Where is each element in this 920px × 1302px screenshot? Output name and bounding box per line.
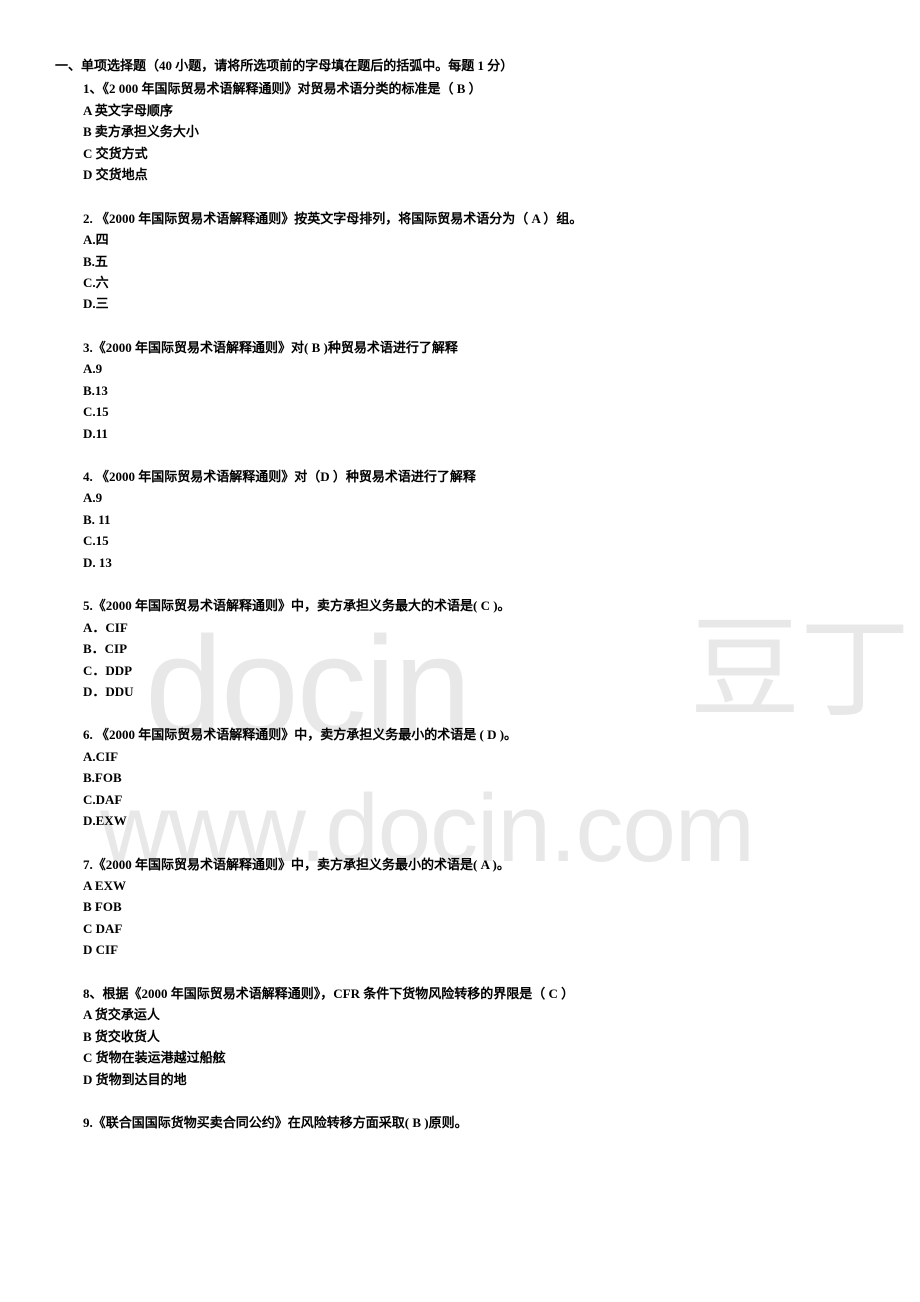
option-b: B.13: [83, 380, 865, 401]
option-c: C 交货方式: [83, 143, 865, 164]
document-content: 一、单项选择题（40 小题，请将所选项前的字母填在题后的括弧中。每题 1 分） …: [55, 55, 865, 1133]
question-text: 8、根据《2000 年国际贸易术语解释通则》，CFR 条件下货物风险转移的界限是…: [83, 983, 865, 1004]
question-text: 5.《2000 年国际贸易术语解释通则》中，卖方承担义务最大的术语是( C )。: [83, 595, 865, 616]
option-d: D.三: [83, 293, 865, 314]
option-a: A 英文字母顺序: [83, 100, 865, 121]
question-4: 4. 《2000 年国际贸易术语解释通则》对（D ）种贸易术语进行了解释 A.9…: [55, 466, 865, 573]
option-b: B.FOB: [83, 767, 865, 788]
section-header: 一、单项选择题（40 小题，请将所选项前的字母填在题后的括弧中。每题 1 分）: [55, 55, 865, 76]
question-6: 6. 《2000 年国际贸易术语解释通则》中，卖方承担义务最小的术语是 ( D …: [55, 724, 865, 831]
option-a: A.CIF: [83, 746, 865, 767]
question-text: 6. 《2000 年国际贸易术语解释通则》中，卖方承担义务最小的术语是 ( D …: [83, 724, 865, 745]
option-c: C.六: [83, 272, 865, 293]
option-b: B 货交收货人: [83, 1026, 865, 1047]
question-text: 4. 《2000 年国际贸易术语解释通则》对（D ）种贸易术语进行了解释: [83, 466, 865, 487]
question-3: 3.《2000 年国际贸易术语解释通则》对( B )种贸易术语进行了解释 A.9…: [55, 337, 865, 444]
option-c: C 货物在装运港越过船舷: [83, 1047, 865, 1068]
option-a: A.四: [83, 229, 865, 250]
option-d: D.EXW: [83, 810, 865, 831]
question-text: 7.《2000 年国际贸易术语解释通则》中，卖方承担义务最小的术语是( A )。: [83, 854, 865, 875]
question-7: 7.《2000 年国际贸易术语解释通则》中，卖方承担义务最小的术语是( A )。…: [55, 854, 865, 961]
option-d: D. 13: [83, 552, 865, 573]
option-d: D.11: [83, 423, 865, 444]
option-d: D 交货地点: [83, 164, 865, 185]
question-8: 8、根据《2000 年国际贸易术语解释通则》，CFR 条件下货物风险转移的界限是…: [55, 983, 865, 1090]
question-text: 3.《2000 年国际贸易术语解释通则》对( B )种贸易术语进行了解释: [83, 337, 865, 358]
question-2: 2. 《2000 年国际贸易术语解释通则》按英文字母排列，将国际贸易术语分为（ …: [55, 208, 865, 315]
option-c: C.15: [83, 401, 865, 422]
option-a: A EXW: [83, 875, 865, 896]
option-a: A.9: [83, 487, 865, 508]
question-5: 5.《2000 年国际贸易术语解释通则》中，卖方承担义务最大的术语是( C )。…: [55, 595, 865, 702]
option-c: C．DDP: [83, 660, 865, 681]
option-b: B.五: [83, 251, 865, 272]
question-text: 2. 《2000 年国际贸易术语解释通则》按英文字母排列，将国际贸易术语分为（ …: [83, 208, 865, 229]
option-a: A．CIF: [83, 617, 865, 638]
option-a: A 货交承运人: [83, 1004, 865, 1025]
option-b: B．CIP: [83, 638, 865, 659]
question-text: 1、《2 000 年国际贸易术语解释通则》对贸易术语分类的标准是（ B ）: [83, 78, 865, 99]
question-text: 9.《联合国国际货物买卖合同公约》在风险转移方面采取( B )原则。: [83, 1112, 865, 1133]
option-c: C.15: [83, 530, 865, 551]
question-9: 9.《联合国国际货物买卖合同公约》在风险转移方面采取( B )原则。: [55, 1112, 865, 1133]
question-1: 1、《2 000 年国际贸易术语解释通则》对贸易术语分类的标准是（ B ） A …: [55, 78, 865, 185]
option-b: B FOB: [83, 896, 865, 917]
option-a: A.9: [83, 358, 865, 379]
option-b: B 卖方承担义务大小: [83, 121, 865, 142]
option-c: C.DAF: [83, 789, 865, 810]
option-b: B. 11: [83, 509, 865, 530]
option-d: D 货物到达目的地: [83, 1069, 865, 1090]
option-d: D CIF: [83, 939, 865, 960]
option-c: C DAF: [83, 918, 865, 939]
option-d: D．DDU: [83, 681, 865, 702]
